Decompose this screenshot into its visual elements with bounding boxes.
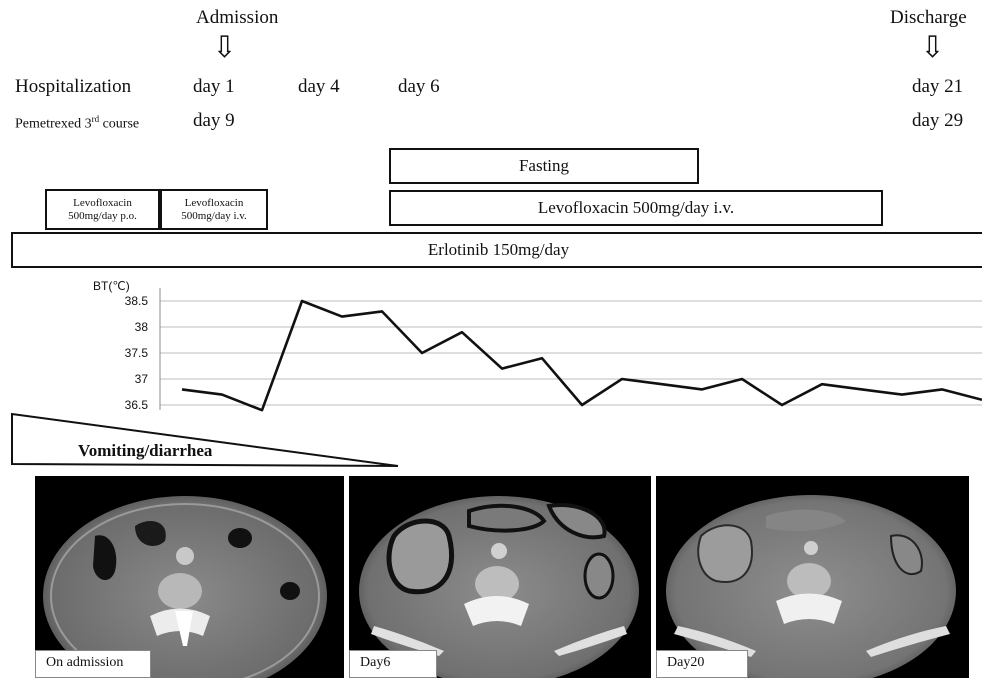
ct-caption-day20: Day20: [656, 650, 748, 678]
chart-ylabel: BT(℃): [93, 279, 130, 293]
hosp-day-1: day 1: [193, 76, 235, 97]
levo-po-line1: Levofloxacin: [73, 196, 132, 209]
fasting-label: Fasting: [518, 156, 570, 175]
temperature-series-line: [181, 299, 982, 412]
vomiting-label: Vomiting/diarrhea: [78, 441, 213, 460]
chart-ticks: 38.5 38 37.5 37 36.5: [125, 294, 149, 412]
pemetrexed-label-main: Pemetrexed 3: [15, 116, 92, 132]
erlotinib-label: Erlotinib 150mg/day: [427, 240, 570, 259]
ct-scan-admission-icon: [43, 496, 327, 678]
chart-ytick-label: 38.5: [125, 294, 149, 308]
levofloxacin-iv-long-box: Levofloxacin 500mg/day i.v.: [389, 190, 883, 226]
pemetrexed-label-tail: course: [99, 116, 140, 132]
ct-caption-day6: Day6: [349, 650, 437, 678]
levofloxacin-iv-short-box: Levofloxacin 500mg/day i.v.: [160, 189, 268, 230]
levo-iv-line1: Levofloxacin: [184, 196, 244, 209]
discharge-label: Discharge: [890, 7, 967, 28]
chart-grid: [159, 288, 982, 410]
chart-ytick-label: 38: [135, 320, 149, 334]
pemetrexed-label: Pemetrexed 3rd course: [15, 114, 139, 133]
levofloxacin-po-box: Levofloxacin 500mg/day p.o.: [45, 189, 160, 230]
admission-label: Admission: [196, 7, 279, 28]
pem-day-9: day 9: [193, 110, 235, 131]
admission-arrow-icon: ⇩: [212, 31, 238, 64]
ct-scan-day6-icon: [359, 496, 639, 678]
discharge-arrow-icon: ⇩: [920, 31, 946, 64]
erlotinib-box: Erlotinib 150mg/day: [11, 232, 982, 268]
levo-iv-long-label: Levofloxacin 500mg/day i.v.: [537, 198, 735, 217]
ct-image-admission: On admission: [35, 476, 344, 678]
hosp-day-4: day 4: [298, 76, 340, 97]
chart-ytick-label: 37.5: [125, 346, 149, 360]
ct-image-day20: Day20: [656, 476, 969, 678]
pem-day-29: day 29: [912, 110, 964, 131]
levo-po-line2: 500mg/day p.o.: [68, 209, 137, 222]
ct-caption-admission: On admission: [35, 650, 151, 678]
temperature-chart: 38.5 38 37.5 37 36.5 BT(℃): [93, 279, 982, 412]
hosp-day-6: day 6: [398, 76, 440, 97]
chart-ytick-label: 36.5: [125, 398, 149, 412]
fasting-box: Fasting: [389, 148, 699, 184]
chart-ytick-label: 37: [135, 372, 149, 386]
hospitalization-label: Hospitalization: [15, 76, 132, 97]
ct-image-day6: Day6: [349, 476, 651, 678]
levo-iv-line2: 500mg/day i.v.: [181, 209, 247, 222]
hosp-day-21: day 21: [912, 76, 964, 97]
ct-scan-day20-icon: [666, 495, 956, 678]
pemetrexed-label-sup: rd: [91, 114, 100, 124]
vomiting-wedge: [11, 412, 399, 467]
